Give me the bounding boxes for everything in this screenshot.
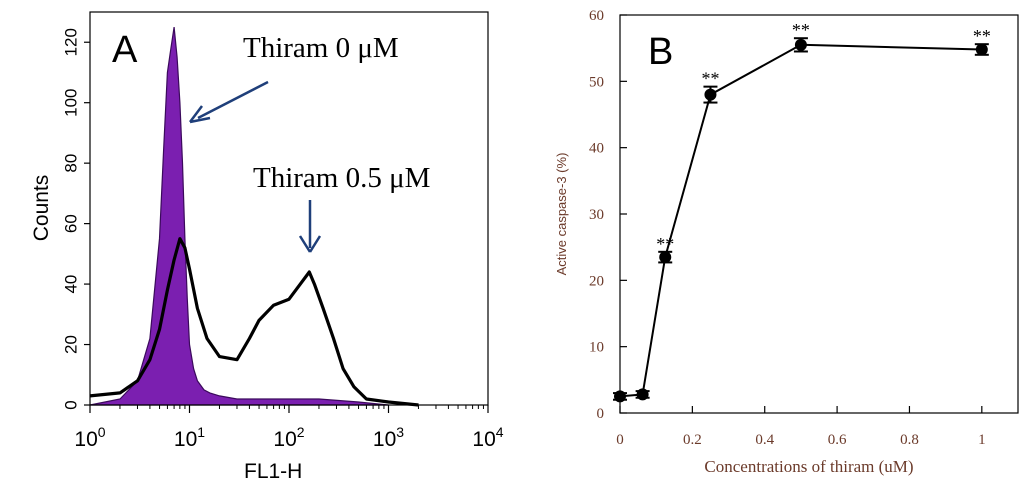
annotation-thiram-0: Thiram 0 μM <box>243 32 399 64</box>
b-x-tick-label: 0.4 <box>755 432 774 448</box>
a-x-tick-exponent: 0 <box>98 424 106 440</box>
histogram-area-thiram-0 <box>89 27 389 406</box>
a-y-tick-label: 20 <box>61 335 80 354</box>
significance-marker: ** <box>792 20 810 40</box>
panel-a-x-ticks: 100 101 102 103 104 <box>74 405 504 451</box>
a-x-tick-label: 102 <box>273 424 304 451</box>
b-y-tick-label: 20 <box>589 273 604 289</box>
data-point <box>636 388 649 401</box>
b-y-tick-label: 10 <box>589 340 604 356</box>
a-x-tick-exponent: 2 <box>297 424 305 440</box>
b-x-tick-label: 0 <box>616 432 624 448</box>
panel-b-x-ticks: 0 0.2 0.4 0.6 0.8 1 <box>616 406 986 448</box>
a-y-tick-label: 60 <box>61 214 80 233</box>
data-point <box>975 43 988 56</box>
annotation-thiram-0-5: Thiram 0.5 μM <box>253 162 430 194</box>
arrow-to-thiram-0-peak <box>189 80 269 124</box>
a-x-tick-base: 10 <box>174 428 197 451</box>
b-x-tick-label: 0.6 <box>828 432 847 448</box>
a-x-tick-base: 10 <box>273 428 296 451</box>
a-x-tick-base: 10 <box>74 428 97 451</box>
a-y-tick-label: 120 <box>61 28 80 56</box>
histogram-filled-series <box>89 27 389 406</box>
b-x-tick-label: 0.2 <box>683 432 702 448</box>
a-x-tick-label: 101 <box>174 424 205 451</box>
b-x-tick-label: 0.8 <box>900 432 919 448</box>
panel-b-label: B <box>648 31 673 73</box>
panel-a-y-ticks: 0 20 40 60 80 100 120 <box>61 28 90 410</box>
b-x-tick-label: 1 <box>978 432 986 448</box>
panel-b-x-axis-label: Concentrations of thiram (uM) <box>704 457 913 476</box>
a-y-tick-label: 40 <box>61 275 80 294</box>
a-x-tick-base: 10 <box>373 428 396 451</box>
b-y-tick-label: 60 <box>589 8 604 24</box>
arrow-to-thiram-0-5-peak <box>298 200 322 253</box>
a-x-tick-exponent: 3 <box>396 424 404 440</box>
histogram-line-series <box>89 237 419 407</box>
panel-b-frame <box>619 14 1019 414</box>
a-x-tick-exponent: 1 <box>197 424 205 440</box>
significance-marker: ** <box>656 234 674 254</box>
significance-marker: ** <box>973 26 991 46</box>
panel-a-label: A <box>112 29 138 71</box>
significance-marker: ** <box>701 69 719 89</box>
a-x-tick-label: 104 <box>472 424 503 451</box>
a-x-tick-exponent: 4 <box>496 424 504 440</box>
b-y-tick-label: 0 <box>597 406 605 422</box>
panel-b-series: ** ** ** ** <box>613 20 991 403</box>
panel-b-y-ticks: 0 10 20 30 40 50 60 <box>589 8 627 422</box>
caspase-series-line <box>619 43 982 398</box>
a-x-tick-label: 103 <box>373 424 404 451</box>
a-y-tick-label: 0 <box>61 400 80 409</box>
data-point <box>794 38 807 51</box>
data-point <box>659 251 672 264</box>
data-point <box>704 88 717 101</box>
panel-a-x-axis-label: FL1-H <box>244 460 302 483</box>
b-y-tick-label: 50 <box>589 74 604 90</box>
a-y-tick-label: 100 <box>61 89 80 117</box>
b-y-tick-label: 40 <box>589 141 604 157</box>
a-y-tick-label: 80 <box>61 154 80 173</box>
histogram-line-thiram-0-5 <box>89 237 419 407</box>
a-x-tick-base: 10 <box>472 428 495 451</box>
a-x-tick-label: 100 <box>74 424 105 451</box>
panel-b-y-axis-label: Active caspase-3 (%) <box>554 153 569 276</box>
panel-a-y-axis-label: Counts <box>30 175 53 242</box>
data-point <box>614 390 626 403</box>
b-y-tick-label: 30 <box>589 207 604 223</box>
